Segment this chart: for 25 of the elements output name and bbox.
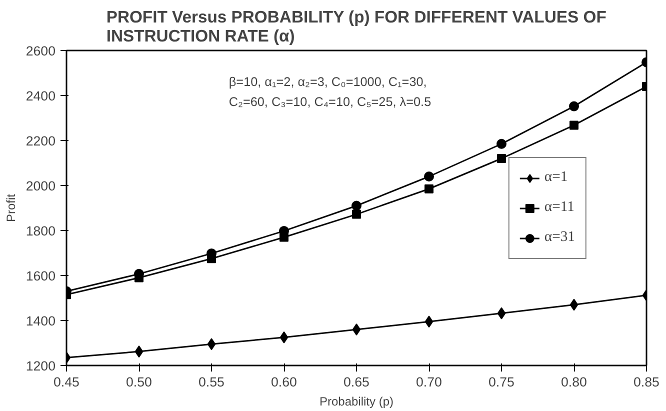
x-tick-label: 0.85 <box>634 374 660 390</box>
x-tick-label: 0.60 <box>271 374 297 390</box>
y-tick-label: 1600 <box>26 268 56 284</box>
x-tick-label: 0.75 <box>488 374 514 390</box>
y-tick-label: 1200 <box>26 358 56 374</box>
x-tick-label: 0.50 <box>126 374 152 390</box>
y-tick-label: 2000 <box>26 178 56 194</box>
legend-label: α=1 <box>544 169 568 186</box>
chart-title: PROFIT Versus PROBABILITY (p) FOR DIFFERENT VALUES OF INSTRUCTION RATE (α) <box>106 8 606 46</box>
x-tick-label: 0.65 <box>344 374 370 390</box>
legend-label: α=11 <box>544 199 574 216</box>
x-axis-title: Probability (p) <box>319 394 394 408</box>
x-tick-label: 0.70 <box>416 374 442 390</box>
x-tick-label: 0.80 <box>561 374 587 390</box>
y-axis-title: Profit <box>4 193 18 222</box>
y-tick-label: 1800 <box>26 224 56 238</box>
y-tick-label: 2400 <box>26 88 56 104</box>
annotation: β=10, α₁=2, α₂=3, C₀=1000, C₁=30, <box>228 75 427 89</box>
legend-label: α=31 <box>544 229 575 246</box>
y-tick-label: 2200 <box>26 134 56 148</box>
x-tick-label: 0.45 <box>54 374 80 390</box>
x-tick-label: 0.55 <box>198 374 224 390</box>
annotation: C₂=60, C₃=10, C₄=10, C₅=25, λ=0.5 <box>228 95 432 109</box>
y-tick-label: 1400 <box>26 314 56 328</box>
y-tick-label: 2600 <box>26 44 56 58</box>
